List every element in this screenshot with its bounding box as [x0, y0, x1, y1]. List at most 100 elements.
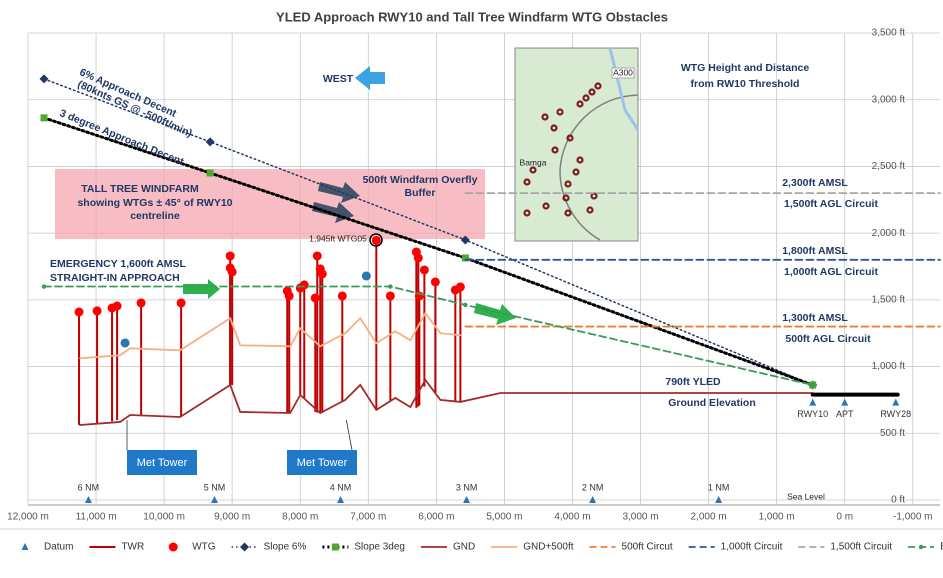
point	[460, 235, 470, 245]
wtg-point	[176, 298, 186, 308]
legend-label: TWR	[121, 542, 144, 553]
legend-label: Slope 3deg	[354, 542, 405, 553]
y-tick-label: 1,500 ft	[872, 294, 906, 305]
point	[589, 496, 597, 503]
series-line	[43, 285, 814, 386]
x-tick-label: 6,000 m	[418, 512, 454, 523]
legend-label: 500ft Circut	[622, 542, 673, 553]
annotation: WTG Height and Distance	[681, 62, 810, 74]
annotation: A300	[613, 67, 633, 77]
annotation: WEST	[323, 73, 354, 85]
datum-label: 3 NM	[456, 482, 478, 492]
point	[463, 302, 468, 308]
annotation: Buffer	[405, 187, 436, 199]
legend-marker	[918, 544, 924, 550]
y-tick-label: 2,500 ft	[872, 161, 906, 172]
wtg-point	[430, 277, 440, 287]
x-tick-label: 9,000 m	[214, 512, 250, 523]
legend-item: GND	[420, 542, 475, 553]
wtg-point	[371, 235, 381, 245]
wtg-point	[299, 280, 309, 290]
point	[39, 74, 49, 84]
x-tick-label: 5,000 m	[486, 512, 522, 523]
annotation: showing WTGs ± 45° of RWY10	[77, 197, 232, 209]
datum-label: 1 NM	[708, 482, 730, 492]
annotation: from RW10 Threshold	[691, 78, 800, 90]
y-tick-label: 3,500 ft	[872, 28, 906, 39]
legend-item: Slope 3deg	[322, 542, 405, 553]
legend-label: Slope 6%	[264, 542, 307, 553]
legend-label: GND	[453, 542, 475, 553]
point	[461, 254, 469, 262]
met-tower-point	[361, 271, 371, 281]
point	[40, 114, 48, 122]
legend-item: EMGCY 1,600ft	[908, 542, 943, 553]
chart-title: YLED Approach RWY10 and Tall Tree Windfa…	[276, 9, 668, 24]
annotation: 1,500ft AGL Circuit	[784, 198, 878, 210]
datum-label: 5 NM	[204, 482, 226, 492]
wtg-point	[385, 291, 395, 301]
met-tower-box	[127, 450, 197, 475]
y-tick-label: 3,000 ft	[872, 94, 906, 105]
legend-label: Datum	[44, 542, 73, 553]
wtg-point	[284, 291, 294, 301]
map-turbines	[523, 82, 602, 217]
point	[810, 382, 815, 388]
wtg-point	[413, 253, 423, 263]
met-tower-leader	[345, 419, 353, 451]
datum-label: APT	[836, 409, 854, 419]
met-tower-point	[120, 338, 130, 348]
legend-item: Datum	[21, 542, 73, 553]
green-arrow	[183, 279, 220, 299]
annotation: 1,800ft AMSL	[782, 245, 848, 257]
x-tick-label: -1,000 m	[893, 512, 932, 523]
wtg-point	[455, 282, 465, 292]
x-tick-label: 11,000 m	[76, 512, 117, 523]
x-tick-label: 12,000 m	[7, 512, 49, 523]
series-line	[79, 311, 462, 360]
annotation: STRAIGHT-IN APPROACH	[50, 272, 180, 284]
y-tick-label: 500 ft	[880, 428, 905, 439]
y-tick-label: 1,000 ft	[872, 361, 906, 372]
annotation: Bamga	[520, 157, 547, 167]
wtg-point	[419, 265, 429, 275]
map-boundary	[559, 94, 639, 241]
map-inset	[514, 47, 640, 242]
point	[206, 169, 214, 177]
wtg-point	[92, 306, 102, 316]
x-tick-label: 2,000 m	[691, 512, 727, 523]
legend-marker	[240, 542, 250, 552]
datum-label: 2 NM	[582, 482, 604, 492]
legend-item: GND+500ft	[491, 542, 574, 553]
legend-item: 1,500ft Circuit	[798, 542, 892, 553]
datum-label: 4 NM	[330, 482, 352, 492]
x-tick-label: 10,000 m	[143, 512, 185, 523]
annotation: TALL TREE WINDFARM	[81, 183, 199, 195]
legend-item: WTG	[168, 542, 216, 553]
annotation: Ground Elevation	[668, 397, 756, 409]
datum-label: 6 NM	[78, 482, 100, 492]
legend-label: GND+500ft	[523, 542, 574, 553]
wtg-point	[317, 269, 327, 279]
met-tower-label: Met Tower	[297, 457, 348, 469]
point	[84, 496, 92, 503]
datum-label: RWY10	[797, 409, 828, 419]
annotation: 1,945ft WTG05	[309, 233, 367, 243]
west-arrow	[355, 66, 385, 90]
x-tick-label: 4,000 m	[554, 512, 590, 523]
x-tick-label: 8,000 m	[282, 512, 318, 523]
point	[892, 398, 900, 406]
annotation: 1,300ft AMSL	[782, 312, 848, 324]
wtg-point	[337, 291, 347, 301]
annotation: 2,300ft AMSL	[782, 177, 848, 189]
legend-item: 500ft Circut	[589, 542, 673, 553]
wtg-point	[112, 301, 122, 311]
legend-label: 1,500ft Circuit	[830, 542, 892, 553]
x-tick-label: 0 m	[836, 512, 853, 523]
wtg-point	[312, 251, 322, 261]
wtg-point	[225, 251, 235, 261]
met-tower-label: Met Tower	[137, 457, 188, 469]
series-line	[42, 116, 815, 387]
